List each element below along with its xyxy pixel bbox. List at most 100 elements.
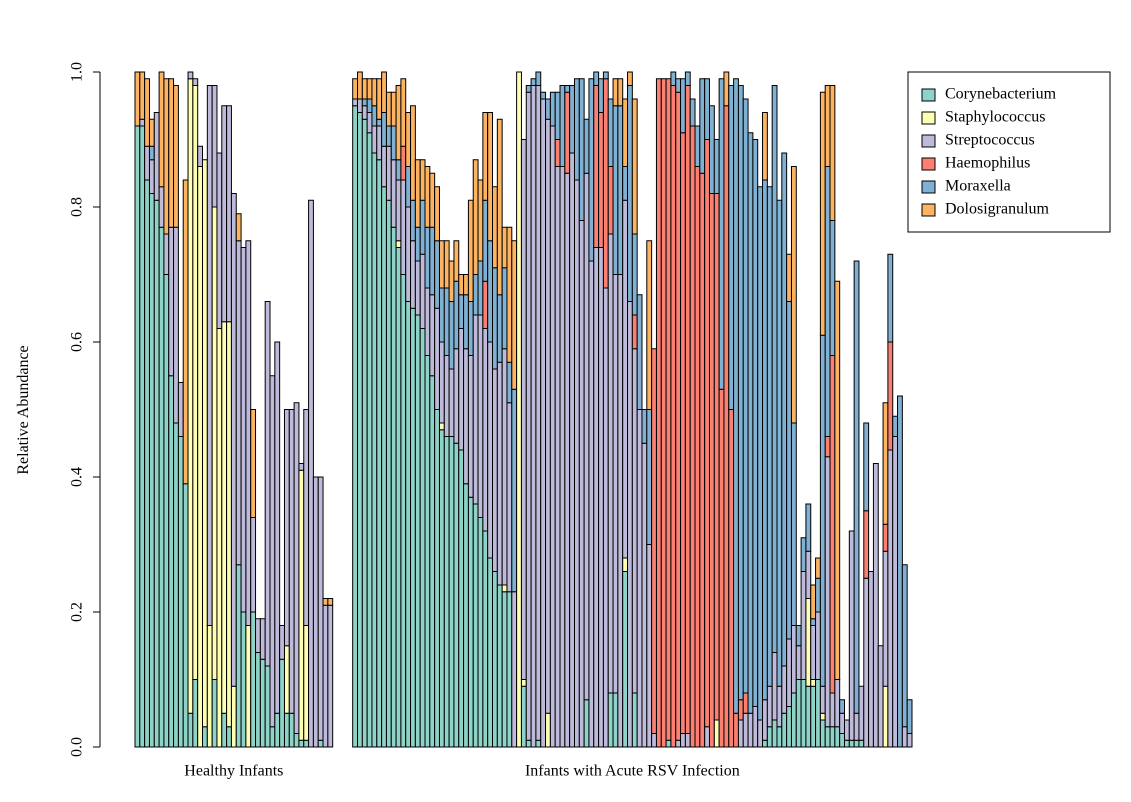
bar-segment [689,98,696,127]
bar-segment [492,571,498,748]
bar-segment [496,118,503,296]
bar-segment [704,78,710,140]
bar-segment [496,294,503,363]
bar-segment [627,85,633,302]
bar-segment [467,496,474,748]
bar-segment [790,422,797,626]
bar-segment [901,564,908,728]
bar-segment [385,125,392,147]
bar-segment [197,166,204,748]
bar-segment [144,78,150,147]
bar-segment [357,112,363,748]
bar-segment [810,685,817,748]
bar-segment [540,91,547,100]
bar-segment [371,105,378,127]
bar-segment [187,712,194,748]
bar-segment [352,98,359,107]
bar-segment [424,166,431,228]
bar-segment [400,145,407,181]
bar-segment [646,240,653,410]
bar-segment [694,166,701,748]
bar-segment [429,226,436,296]
bar-segment [660,78,667,748]
bar-segment [482,530,489,748]
bar-segment [834,679,841,728]
bar-segment [612,274,619,694]
bar-segment [839,733,845,748]
bar-segment [602,71,609,80]
bar-segment [627,71,633,86]
bar-segment [593,71,600,86]
bar-segment [747,132,754,714]
bar-segment [617,105,624,275]
bar-segment [226,726,232,748]
bar-segment [530,85,537,748]
bar-segment [675,91,682,741]
bar-segment [786,253,792,302]
bar-segment [496,584,503,748]
bar-segment [197,145,204,167]
bar-segment [506,226,513,363]
bar-segment [283,712,290,748]
bar-segment [414,159,421,228]
bar-segment [303,739,310,748]
bar-segment [747,712,754,748]
bar-segment [708,193,715,748]
bar-segment [293,733,300,748]
bar-segment [211,85,218,208]
bar-segment [453,442,460,748]
bar-segment [882,550,889,687]
bar-segment [588,78,595,262]
bar-segment [815,611,821,680]
bar-segment [250,517,257,613]
bar-segment [163,78,170,235]
bar-segment [288,409,295,714]
bar-segment [168,375,175,748]
bar-segment [317,739,324,748]
bar-segment [829,692,836,728]
bar-segment [882,685,889,748]
bar-segment [766,726,773,748]
group-label: Healthy Infants [184,763,283,780]
bar-segment [824,85,831,167]
bar-segment [202,726,208,748]
bar-segment [448,368,455,437]
bar-segment [631,314,638,350]
bar-segment [390,159,397,228]
bar-segment [511,591,518,748]
bar-segment [607,233,614,694]
bar-segment [810,584,817,620]
bar-segment [371,78,378,107]
bar-segment [327,598,334,606]
bar-segment [443,436,450,748]
bar-segment [520,679,527,687]
bar-segment [153,199,160,748]
bar-segment [381,186,387,748]
bar-segment [400,274,407,748]
bar-segment [438,240,445,289]
bar-segment [684,85,691,734]
bar-segment [781,665,788,714]
bar-segment [482,112,489,201]
bar-segment [815,577,821,613]
bar-segment [390,91,397,127]
bar-segment [443,355,450,437]
bar-segment [636,409,643,748]
bar-segment [385,199,392,748]
bar-segment [848,739,855,748]
bar-segment [366,98,373,113]
bar-segment [211,206,218,680]
bar-segment [182,483,189,748]
bar-segment [458,328,465,451]
bar-segment [477,314,484,518]
bar-segment [173,226,179,424]
bar-segment [762,179,768,701]
bar-segment [230,685,237,748]
legend-swatch [921,180,936,194]
bar-segment [819,719,826,748]
bar-segment [482,328,489,532]
bar-segment [516,71,522,748]
bar-segment [646,544,653,748]
bar-segment [545,98,551,120]
bar-segment [675,78,682,93]
